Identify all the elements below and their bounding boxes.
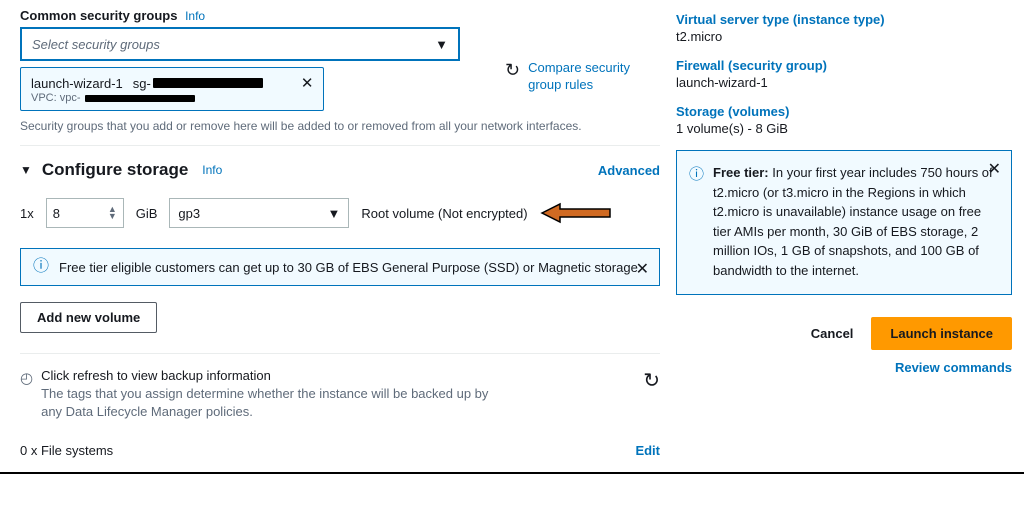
file-systems-row: 0 x File systems Edit	[20, 443, 660, 458]
clock-icon: ◴	[20, 369, 33, 387]
summary-panel: Virtual server type (instance type) t2.m…	[676, 8, 1012, 458]
compare-security-rules-link[interactable]: Compare security group rules	[528, 60, 630, 94]
free-tier-summary-text: Free tier: In your first year includes 7…	[713, 163, 997, 280]
section-divider	[20, 353, 660, 354]
volume-size-value: 8	[53, 206, 60, 221]
file-systems-count: 0 x File systems	[20, 443, 113, 458]
refresh-icon[interactable]: ↻	[643, 368, 660, 393]
section-divider	[20, 145, 660, 146]
configure-storage-header: ▼ Configure storage Info Advanced	[20, 160, 660, 180]
callout-arrow-icon	[540, 202, 612, 224]
security-group-tag-name: launch-wizard-1	[31, 76, 123, 91]
spinner-icon[interactable]: ▲▼	[108, 206, 117, 220]
redacted-text	[85, 95, 195, 102]
backup-info-title: Click refresh to view backup information	[41, 368, 511, 383]
cancel-button[interactable]: Cancel	[811, 326, 854, 341]
security-group-vpc-prefix: VPC: vpc-	[31, 92, 81, 104]
page-divider	[0, 472, 1024, 474]
free-tier-storage-text: Free tier eligible customers can get up …	[59, 260, 647, 275]
security-groups-label: Common security groups Info	[20, 8, 660, 23]
security-groups-select[interactable]: Select security groups ▼	[20, 27, 460, 61]
close-icon[interactable]: ✕	[988, 159, 1001, 179]
redacted-text	[153, 78, 263, 88]
summary-actions: Cancel Launch instance	[676, 317, 1012, 350]
free-tier-storage-alert: ⓘ Free tier eligible customers can get u…	[20, 248, 660, 286]
volume-size-unit: GiB	[136, 206, 158, 221]
summary-instance-type-label[interactable]: Virtual server type (instance type)	[676, 12, 1012, 27]
volume-type-value: gp3	[178, 206, 200, 221]
compare-line2: group rules	[528, 77, 630, 94]
security-group-tag: launch-wizard-1 sg- ✕ VPC: vpc-	[20, 67, 324, 111]
configure-storage-info-link[interactable]: Info	[202, 163, 222, 177]
volume-size-input[interactable]: 8 ▲▼	[46, 198, 124, 228]
security-groups-label-text: Common security groups	[20, 8, 177, 23]
refresh-icon[interactable]: ↻	[505, 60, 520, 81]
storage-advanced-link[interactable]: Advanced	[598, 163, 660, 178]
configure-storage-title: Configure storage	[42, 160, 188, 180]
security-group-tag-id-prefix: sg-	[133, 76, 151, 91]
security-groups-placeholder: Select security groups	[32, 37, 160, 52]
root-volume-label: Root volume (Not encrypted)	[361, 206, 527, 221]
file-systems-edit-link[interactable]: Edit	[635, 443, 660, 458]
backup-info-subtitle: The tags that you assign determine wheth…	[41, 385, 511, 421]
close-icon[interactable]: ✕	[636, 259, 649, 279]
caret-down-icon: ▼	[435, 37, 448, 52]
security-groups-info-link[interactable]: Info	[185, 9, 205, 23]
compare-security-rules: ↻ Compare security group rules	[505, 60, 630, 94]
summary-firewall-label[interactable]: Firewall (security group)	[676, 58, 1012, 73]
summary-storage-value: 1 volume(s) - 8 GiB	[676, 121, 1012, 136]
free-tier-summary-alert: ⓘ ✕ Free tier: In your first year includ…	[676, 150, 1012, 295]
volume-multiplier: 1x	[20, 206, 34, 221]
remove-security-group-icon[interactable]: ✕	[301, 74, 314, 92]
info-icon: ⓘ	[33, 259, 49, 275]
summary-storage-label[interactable]: Storage (volumes)	[676, 104, 1012, 119]
security-groups-helper: Security groups that you add or remove h…	[20, 119, 660, 133]
caret-down-icon: ▼	[328, 206, 341, 221]
collapse-icon[interactable]: ▼	[20, 163, 32, 177]
review-commands-link[interactable]: Review commands	[676, 360, 1012, 375]
info-icon: ⓘ	[689, 163, 704, 184]
volume-type-select[interactable]: gp3 ▼	[169, 198, 349, 228]
summary-firewall-value: launch-wizard-1	[676, 75, 1012, 90]
add-new-volume-button[interactable]: Add new volume	[20, 302, 157, 333]
launch-instance-button[interactable]: Launch instance	[871, 317, 1012, 350]
summary-instance-type-value: t2.micro	[676, 29, 1012, 44]
compare-line1: Compare security	[528, 60, 630, 77]
backup-info-row: ◴ Click refresh to view backup informati…	[20, 368, 660, 421]
root-volume-row: 1x 8 ▲▼ GiB gp3 ▼ Root volume (Not encry…	[20, 198, 660, 228]
